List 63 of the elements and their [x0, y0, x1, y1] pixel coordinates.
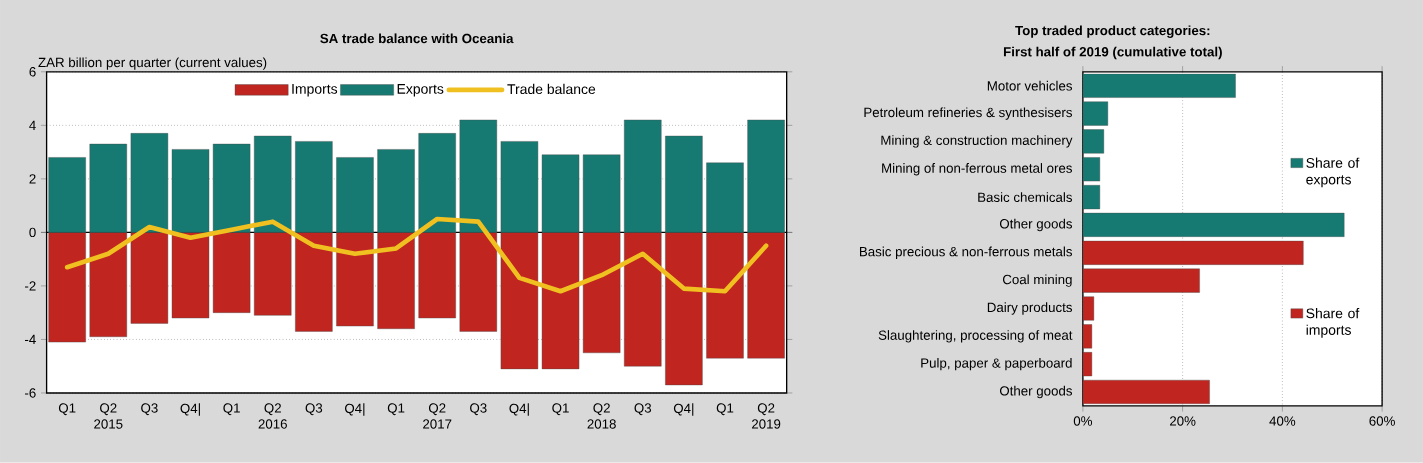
- bar: [1082, 380, 1210, 405]
- y-tick-label: Basic chemicals: [978, 192, 1073, 203]
- y-tick-label: Other goods: [999, 385, 1073, 399]
- y-tick-label: 0: [29, 227, 36, 238]
- x-tick-label: Q4|: [509, 403, 529, 416]
- legend-label: Exports: [397, 84, 444, 97]
- y-tick-label: -4: [24, 334, 36, 345]
- x-tick-label: Q2 2016: [258, 403, 287, 429]
- x-tick-label: Q4|: [344, 403, 365, 416]
- x-tick-label: Q2 2018: [587, 403, 616, 429]
- x-tick-label: Q1: [552, 403, 569, 416]
- y-tick-label: Motor vehicles: [987, 80, 1073, 91]
- x-tick-label: 0%: [1073, 416, 1093, 426]
- line-series: [64, 216, 769, 294]
- legend-label: Share of imports: [1306, 308, 1360, 338]
- legend-label: Imports: [292, 84, 338, 97]
- x-tick-label: Q4|: [673, 403, 694, 416]
- bar: [1082, 213, 1345, 238]
- bar: [1082, 185, 1101, 210]
- x-tick-label: Q2 2019: [751, 403, 781, 429]
- x-tick-label: 40%: [1269, 416, 1296, 426]
- bar: [1082, 352, 1093, 377]
- y-axis-title: ZAR billion per quarter (current values): [38, 57, 267, 70]
- y-tick-label: Coal mining: [1002, 274, 1072, 287]
- x-tick-label: Q3: [470, 403, 487, 416]
- x-tick-label: Q1: [58, 403, 76, 416]
- y-tick-label: 6: [29, 67, 36, 77]
- y-tick-label: Mining of non-ferrous metal ores: [882, 163, 1072, 176]
- x-tick-label: Q2 2017: [423, 403, 452, 429]
- chart-title: Top traded product categories:: [1015, 25, 1210, 39]
- x-tick-label: 60%: [1369, 416, 1395, 426]
- bar: [1082, 157, 1101, 182]
- y-tick-label: -2: [24, 281, 36, 291]
- y-tick-label: 2: [29, 174, 36, 184]
- x-tick-label: 20%: [1169, 416, 1196, 426]
- bar: [1082, 324, 1093, 349]
- chart-title: SA trade balance with Oceania: [320, 33, 514, 44]
- x-tick-label: Q1: [387, 403, 405, 416]
- bar: [1082, 240, 1304, 265]
- y-tick-label: Pulp, paper & paperboard: [921, 358, 1072, 371]
- x-tick-label: Q3: [634, 403, 652, 416]
- chart-subtitle: First half of 2019 (cumulative total): [1003, 46, 1222, 60]
- bar: [1082, 268, 1200, 293]
- x-tick-label: Q2 2015: [94, 403, 123, 429]
- legend-label: Share of exports: [1306, 157, 1360, 188]
- y-tick-label: Other goods: [999, 218, 1073, 232]
- x-tick-label: Q1: [716, 403, 734, 416]
- legend-label: Trade balance: [507, 83, 596, 95]
- bar: [1082, 101, 1109, 126]
- bar: [1082, 296, 1095, 321]
- x-tick-label: Q3: [141, 403, 158, 416]
- y-tick-label: Basic precious & non-ferrous metals: [859, 246, 1072, 260]
- x-tick-label: Q4|: [180, 403, 200, 416]
- y-tick-label: -6: [24, 388, 36, 398]
- x-tick-label: Q3: [305, 403, 323, 416]
- y-tick-label: Slaughtering, processing of meat: [878, 330, 1073, 343]
- x-tick-label: Q1: [223, 403, 240, 416]
- y-tick-label: Dairy products: [987, 302, 1073, 315]
- y-tick-label: 4: [29, 120, 36, 131]
- y-tick-label: Petroleum refineries & synthesisers: [864, 107, 1072, 120]
- bar: [1082, 73, 1236, 98]
- bar: [1082, 129, 1105, 154]
- y-tick-label: Mining & construction machinery: [881, 135, 1073, 148]
